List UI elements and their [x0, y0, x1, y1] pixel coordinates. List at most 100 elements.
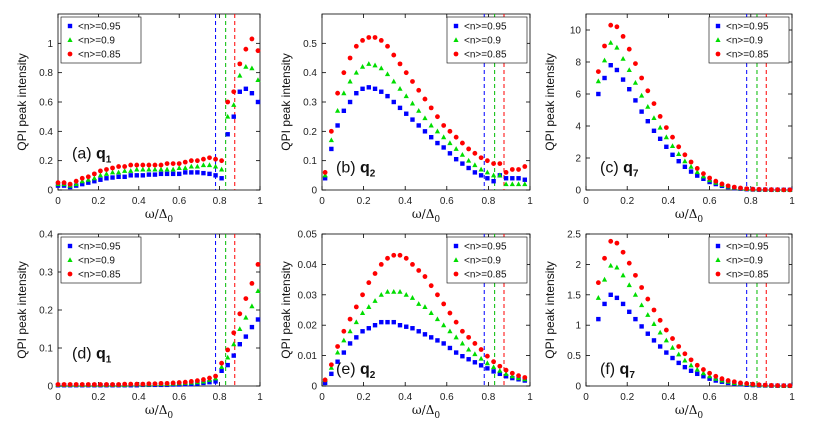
data-point [322, 380, 328, 386]
panel-label: (b) q2 [336, 159, 376, 179]
data-point [484, 169, 490, 175]
data-point [633, 61, 638, 66]
data-point [116, 174, 121, 179]
data-point [639, 302, 645, 308]
data-point [328, 364, 334, 370]
data-point [335, 90, 340, 96]
data-point [212, 163, 219, 169]
data-point [614, 264, 620, 270]
data-point [372, 86, 378, 91]
data-point [657, 344, 663, 349]
data-point [347, 78, 353, 84]
data-point [182, 159, 188, 165]
data-point [676, 144, 682, 150]
data-point [503, 371, 509, 376]
data-point [322, 172, 328, 178]
data-point [341, 350, 347, 355]
data-point [700, 370, 707, 376]
data-point [328, 137, 334, 143]
x-tick-label: 0.4 [398, 392, 412, 403]
data-point [503, 374, 509, 379]
data-point [645, 296, 651, 302]
legend-marker [715, 51, 721, 57]
data-point [731, 379, 737, 385]
data-point [509, 373, 515, 379]
x-tick-label: 0.6 [172, 392, 186, 403]
data-point [158, 166, 164, 172]
data-point [237, 72, 243, 78]
data-point [491, 369, 496, 374]
y-tick-label: 0 [575, 186, 581, 197]
y-tick-label: 0.2 [39, 156, 53, 167]
y-tick-label: 0 [311, 186, 317, 197]
data-point [104, 176, 109, 181]
data-point [366, 85, 371, 90]
data-point [353, 69, 359, 75]
data-point [201, 156, 206, 162]
legend-entry: <n>=0.9 [726, 36, 763, 47]
data-point [231, 330, 237, 336]
data-point [676, 151, 682, 156]
y-tick-label: 0.5 [567, 351, 581, 362]
data-point [231, 89, 237, 95]
data-point [484, 158, 490, 164]
data-point [391, 99, 396, 105]
data-point [453, 134, 459, 140]
data-point [385, 43, 390, 49]
x-tick-label: 1 [527, 392, 533, 403]
data-point [385, 93, 390, 99]
data-point [86, 180, 91, 185]
legend-entry: <n>=0.95 [464, 242, 507, 253]
y-axis-label: QPI peak intensity [15, 261, 29, 358]
data-point [651, 338, 657, 343]
data-point [237, 311, 243, 317]
data-point [85, 176, 91, 182]
legend-entry: <n>=0.9 [78, 36, 115, 47]
x-tick-label: 1 [527, 196, 533, 207]
panel-label: (f) q7 [600, 361, 635, 381]
legend-entry: <n>=0.95 [726, 242, 769, 253]
legend-box [60, 16, 142, 64]
data-point [122, 174, 127, 179]
x-tick-label: 1 [257, 392, 263, 403]
data-point [756, 186, 762, 192]
data-point [146, 172, 152, 177]
data-point [509, 167, 515, 172]
data-point [472, 351, 478, 357]
legend-box [708, 16, 790, 64]
data-point [595, 78, 601, 84]
data-point [225, 113, 231, 119]
data-point [664, 350, 669, 355]
data-point [620, 272, 626, 278]
data-point [189, 170, 194, 175]
x-tick-label: 0 [583, 196, 589, 207]
data-point [701, 171, 706, 177]
data-point [207, 171, 212, 177]
y-tick-label: 0.8 [39, 68, 53, 79]
data-point [128, 162, 134, 168]
data-point [762, 382, 768, 388]
data-point [787, 383, 793, 389]
legend-marker [715, 271, 721, 277]
legend: <n>=0.95 <n>=0.9 <n>=0.85 [446, 16, 528, 64]
legend-entry: <n>=0.85 [78, 270, 121, 281]
legend-marker [67, 243, 73, 249]
data-point [682, 158, 688, 164]
x-tick-label: 0.4 [661, 392, 675, 403]
x-tick-label: 0.2 [91, 196, 105, 207]
legend-entry: <n>=0.85 [78, 50, 121, 61]
data-point [688, 159, 694, 165]
data-point [73, 382, 79, 387]
legend-marker [715, 23, 721, 29]
data-point [206, 162, 213, 168]
data-point [104, 382, 109, 387]
data-point [341, 70, 347, 76]
data-point [335, 349, 341, 355]
x-tick-label: 0.4 [132, 392, 146, 403]
data-point [67, 181, 73, 187]
x-tick-label: 0.8 [744, 196, 758, 207]
data-point [441, 301, 447, 307]
data-point [341, 337, 347, 343]
